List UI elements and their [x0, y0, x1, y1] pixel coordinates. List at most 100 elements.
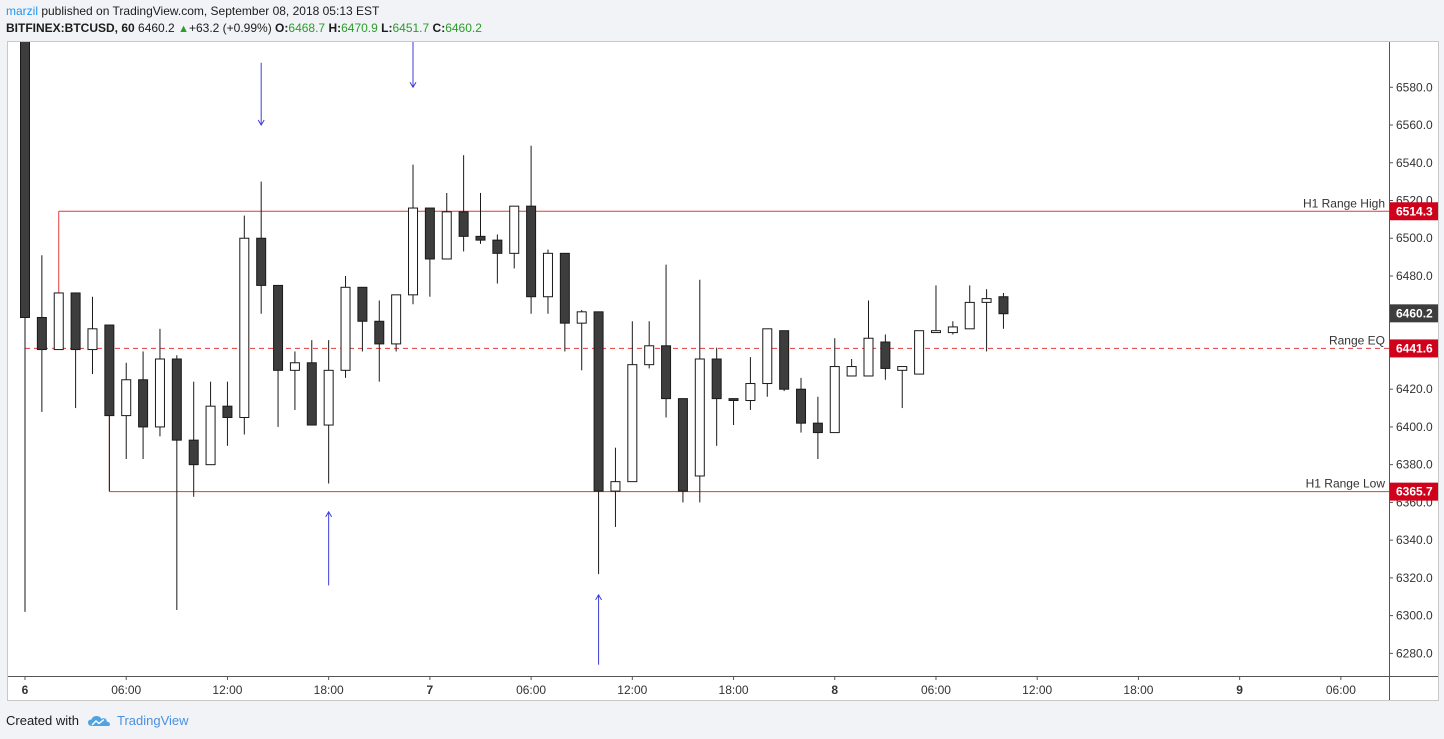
candle-body-bull: [829, 366, 840, 434]
x-tick-label: 6: [22, 683, 29, 697]
candle-body-bear: [492, 239, 503, 254]
candle-body-bear: [593, 311, 604, 492]
candle-body-bull: [627, 364, 638, 483]
x-tick-label: 8: [831, 683, 838, 697]
candle-body-bull: [576, 311, 587, 324]
last-price-text: 6460.2: [138, 21, 175, 35]
candle-body-bear: [138, 379, 149, 428]
candle-body-bear: [475, 235, 486, 241]
open-label: O:: [275, 21, 289, 35]
candle-body-bear: [20, 42, 30, 318]
low-label: L:: [381, 21, 393, 35]
range-price-label: 6514.3: [1396, 204, 1433, 218]
candle-body-bear: [880, 341, 891, 369]
y-tick-label: 6320.0: [1396, 571, 1433, 585]
close-value: 6460.2: [445, 21, 482, 35]
symbol-line: BITFINEX:BTCUSD, 60 6460.2 ▲+63.2 (+0.99…: [6, 20, 482, 38]
candle-body-bull: [239, 237, 250, 418]
x-tick-label: 06:00: [516, 683, 546, 697]
y-tick-label: 6340.0: [1396, 533, 1433, 547]
y-tick-label: 6300.0: [1396, 609, 1433, 623]
range-price-box: [1390, 482, 1438, 501]
candle-body-bear: [306, 362, 317, 426]
candle-body-bear: [171, 358, 182, 441]
x-tick-label: 18:00: [1123, 683, 1153, 697]
high-label: H:: [328, 21, 342, 35]
x-tick-label: 9: [1236, 683, 1243, 697]
arrow-head: [409, 82, 417, 89]
tradingview-brand-link[interactable]: TradingView: [116, 713, 189, 728]
candle-body-bear: [779, 330, 790, 390]
high-value: 6470.9: [341, 21, 378, 35]
candle-body-bull: [981, 298, 992, 303]
arrow-head: [257, 119, 265, 126]
candle-body-bear: [458, 211, 469, 237]
candle-body-bull: [610, 481, 621, 492]
candle-body-bull: [964, 301, 975, 330]
plot-area: [20, 42, 1389, 665]
y-tick-label: 6280.0: [1396, 646, 1433, 660]
y-tick-label: 6540.0: [1396, 156, 1433, 170]
candle-body-bear: [256, 237, 267, 286]
x-tick-label: 18:00: [719, 683, 749, 697]
candle-body-bull: [745, 383, 756, 402]
close-label: C:: [432, 21, 446, 35]
candle-body-bull: [391, 294, 402, 345]
arrow-head: [595, 593, 603, 601]
candle-body-bear: [711, 358, 722, 400]
candle-body-bear: [796, 388, 807, 424]
chart-header: marzil published on TradingView.com, Sep…: [6, 3, 482, 38]
x-tick-label: 12:00: [1022, 683, 1052, 697]
candle-body-bear: [70, 292, 81, 351]
candle-body-bear: [374, 320, 385, 345]
candle-body-bull: [694, 358, 705, 477]
candle-body-bear: [104, 324, 115, 417]
candle-body-bull: [509, 205, 520, 254]
tradingview-logo-icon[interactable]: [87, 714, 111, 728]
candlestick-chart[interactable]: 6280.06300.06320.06340.06360.06380.06400…: [8, 42, 1438, 700]
range-price-box: [1390, 202, 1438, 221]
candle-body-bull: [408, 207, 419, 296]
y-tick-label: 6580.0: [1396, 80, 1433, 94]
chart-panel[interactable]: 6280.0 6300.0 6320.0 6340.0 6360.0 6380.0 6400…: [7, 41, 1439, 701]
candle-body-bull: [863, 337, 874, 377]
candle-body-bear: [526, 205, 537, 298]
candle-body-bull: [644, 345, 655, 366]
author-link[interactable]: marzil: [6, 4, 38, 18]
candle-body-bear: [728, 398, 739, 402]
x-tick-label: 12:00: [617, 683, 647, 697]
x-tick-label: 06:00: [1326, 683, 1356, 697]
candle-body-bull: [340, 286, 351, 371]
x-tick-label: 06:00: [921, 683, 951, 697]
arrow-head: [325, 510, 333, 518]
last-price-box: [1390, 304, 1438, 323]
candle-body-bear: [357, 286, 368, 322]
publish-info: published on TradingView.com, September …: [38, 4, 380, 18]
candle-body-bull: [897, 366, 908, 371]
range-price-box: [1390, 339, 1438, 358]
symbol-label[interactable]: BITFINEX:BTCUSD, 60: [6, 21, 135, 35]
range-line-label: Range EQ: [1329, 333, 1385, 347]
y-tick-label: 6420.0: [1396, 382, 1433, 396]
last-price-label: 6460.2: [1396, 306, 1433, 320]
created-with-label: Created with: [6, 713, 79, 728]
up-triangle-icon: ▲: [178, 23, 189, 35]
candle-body-bull: [441, 211, 452, 260]
range-line-label: H1 Range Low: [1306, 477, 1386, 491]
candle-body-bear: [188, 439, 199, 466]
range-price-label: 6365.7: [1396, 485, 1433, 499]
candle-body-bear: [36, 316, 47, 351]
candle-body-bear: [559, 252, 570, 324]
candle-body-bull: [154, 358, 165, 428]
candle-body-bear: [424, 207, 435, 260]
candle-body-bull: [289, 362, 300, 371]
y-tick-label: 6480.0: [1396, 269, 1433, 283]
range-price-label: 6441.6: [1396, 341, 1433, 355]
candle-body-bull: [121, 379, 132, 417]
candle-body-bull: [914, 330, 925, 375]
change-text: +63.2 (+0.99%): [188, 21, 272, 35]
y-tick-label: 6500.0: [1396, 231, 1433, 245]
candle-body-bear: [998, 296, 1009, 315]
low-value: 6451.7: [392, 21, 430, 35]
x-tick-label: 7: [427, 683, 434, 697]
